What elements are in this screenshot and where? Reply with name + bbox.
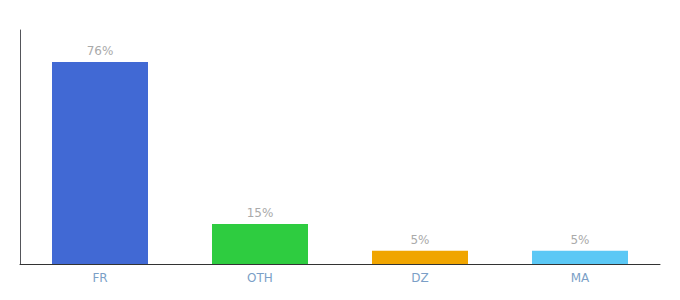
svg-text:FR: FR [92,271,107,285]
svg-text:OTH: OTH [247,271,273,285]
svg-text:5%: 5% [410,233,429,247]
svg-text:15%: 15% [247,206,274,220]
svg-text:5%: 5% [570,233,589,247]
svg-text:76%: 76% [87,44,114,58]
svg-text:MA: MA [571,271,590,285]
svg-text:DZ: DZ [411,271,428,285]
